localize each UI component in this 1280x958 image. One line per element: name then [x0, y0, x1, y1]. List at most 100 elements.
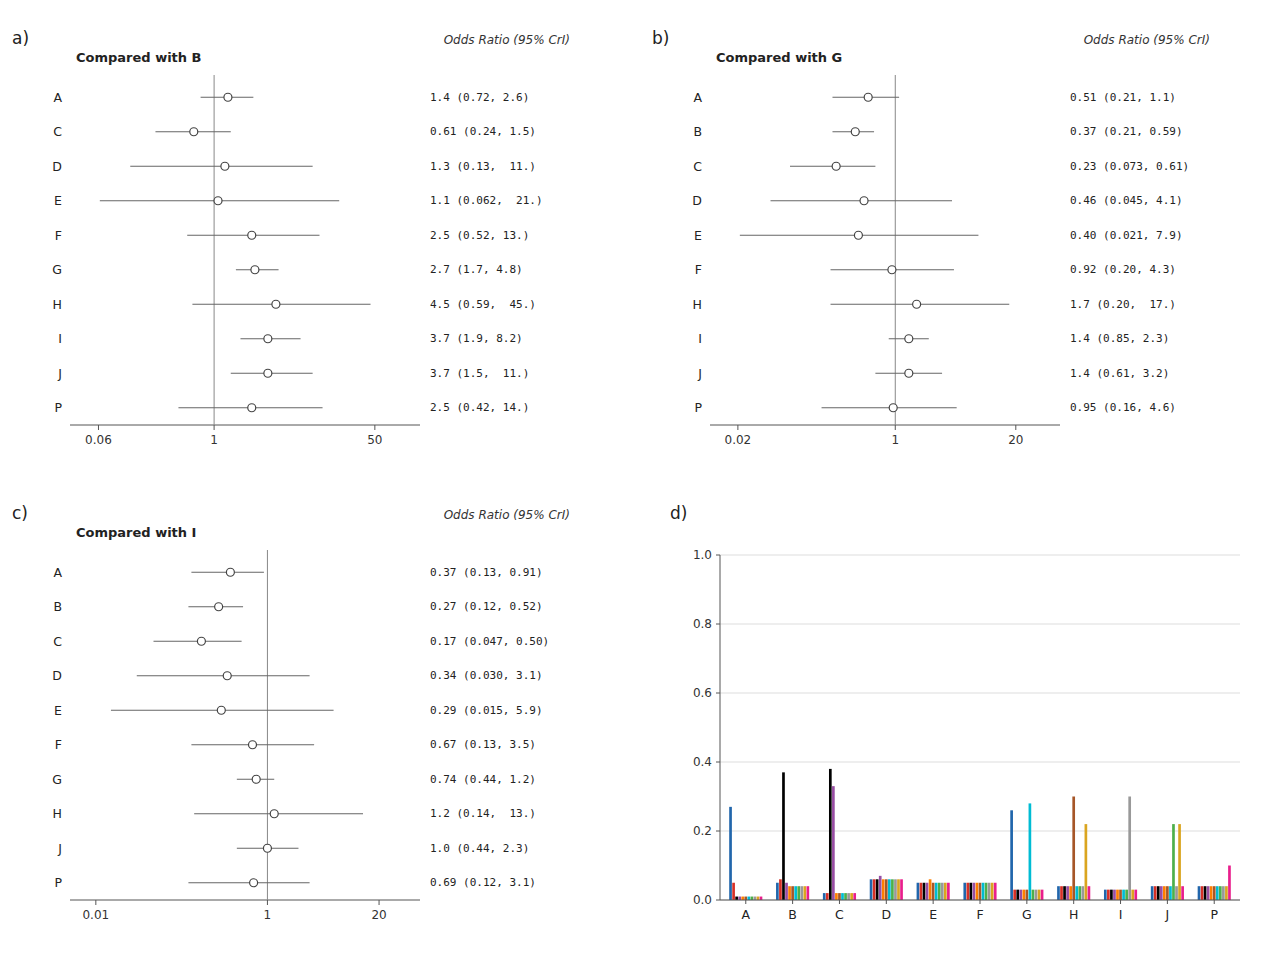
bar: [1072, 797, 1075, 901]
value-label: 0.29 (0.015, 5.9): [430, 704, 543, 717]
bar: [973, 883, 976, 900]
panel-label: a): [12, 28, 29, 48]
x-tick: [933, 900, 934, 904]
category-label: G: [52, 262, 62, 277]
category-label: A: [53, 90, 62, 105]
x-tick: [886, 900, 887, 904]
x-axis-line: [710, 425, 1060, 426]
panel-title: Compared with B: [76, 50, 202, 65]
category-label: C: [693, 159, 702, 174]
bar: [1010, 810, 1013, 900]
marks: [111, 550, 363, 900]
category-label: F: [695, 262, 702, 277]
x-tick: [379, 900, 380, 905]
bar: [841, 893, 844, 900]
value-label: 1.4 (0.72, 2.6): [430, 91, 529, 104]
x-tick-label: 0.02: [725, 433, 752, 447]
y-tick-label: 1.0: [693, 548, 712, 562]
bar: [1228, 866, 1231, 901]
bar: [800, 886, 803, 900]
y-tick-label: 0.6: [693, 686, 712, 700]
y-tick-label: 0.4: [693, 755, 712, 769]
bar: [944, 883, 947, 900]
x-tick: [737, 425, 738, 430]
panel-label: d): [670, 503, 687, 523]
figure: a) Compared with B Odds Ratio (95% CrI) 0.0…: [0, 0, 1280, 958]
grid-line: [720, 762, 1240, 763]
bar: [1019, 890, 1022, 900]
bar: [832, 786, 835, 900]
bar: [850, 893, 853, 900]
category-label: H: [53, 297, 62, 312]
y-tick: [716, 762, 720, 763]
category-label: D: [52, 668, 62, 683]
x-tick: [792, 900, 793, 904]
category-label: P: [54, 400, 62, 415]
category-label: P: [1210, 907, 1218, 922]
category-label: F: [976, 907, 983, 922]
bar: [1128, 797, 1131, 901]
x-tick: [839, 900, 840, 904]
y-tick-label: 0.8: [693, 617, 712, 631]
value-label: 1.2 (0.14, 13.): [430, 807, 536, 820]
bar: [826, 893, 829, 900]
category-label: H: [53, 806, 62, 821]
median-point: [264, 369, 272, 377]
median-point: [217, 706, 225, 714]
median-point: [264, 335, 272, 343]
x-tick: [1073, 900, 1074, 904]
bar: [988, 883, 991, 900]
x-tick-label: 0.06: [85, 433, 112, 447]
category-label: F: [55, 228, 62, 243]
median-point: [226, 568, 234, 576]
bar: [985, 883, 988, 900]
value-label: 1.4 (0.85, 2.3): [1070, 332, 1169, 345]
bar: [844, 893, 847, 900]
x-tick-label: 50: [367, 433, 382, 447]
bar: [751, 897, 754, 900]
median-point: [864, 93, 872, 101]
bar: [1201, 886, 1204, 900]
y-tick: [716, 624, 720, 625]
x-tick: [98, 425, 99, 430]
median-point: [913, 300, 921, 308]
bar: [1035, 890, 1038, 900]
category-label: I: [1119, 907, 1123, 922]
y-tick-label: 0.0: [693, 893, 712, 907]
category-label: G: [1022, 907, 1032, 922]
marks: [100, 75, 371, 425]
y-axis-line: [720, 555, 721, 900]
category-label: J: [697, 366, 702, 381]
x-tick: [267, 900, 268, 905]
bar: [776, 883, 779, 900]
value-label: 2.5 (0.52, 13.): [430, 229, 529, 242]
bar: [894, 879, 897, 900]
x-axis-line: [70, 425, 420, 426]
bar: [932, 883, 935, 900]
bar: [735, 897, 738, 900]
x-axis-line: [70, 900, 420, 901]
x-axis-line: [720, 900, 1240, 901]
value-label: 1.3 (0.13, 11.): [430, 160, 536, 173]
panel-label: b): [652, 28, 669, 48]
category-label: P: [54, 875, 62, 890]
bar: [1060, 886, 1063, 900]
category-label: G: [52, 772, 62, 787]
bar: [1163, 886, 1166, 900]
annotation: Odds Ratio (95% CrI): [444, 508, 570, 522]
value-label: 1.0 (0.44, 2.3): [430, 842, 529, 855]
value-label: 0.67 (0.13, 3.5): [430, 738, 536, 751]
value-label: 0.51 (0.21, 1.1): [1070, 91, 1176, 104]
x-tick: [1120, 900, 1121, 904]
median-point: [272, 300, 280, 308]
bar: [754, 897, 757, 900]
forest-panel: a)Compared with BOdds Ratio (95% CrI)0.0…: [12, 28, 570, 447]
category-label: H: [693, 297, 702, 312]
value-label: 0.61 (0.24, 1.5): [430, 125, 536, 138]
grid-line: [720, 624, 1240, 625]
category-label: E: [929, 907, 937, 922]
median-point: [251, 266, 259, 274]
median-point: [860, 197, 868, 205]
value-label: 0.34 (0.030, 3.1): [430, 669, 543, 682]
bar: [1113, 890, 1116, 900]
